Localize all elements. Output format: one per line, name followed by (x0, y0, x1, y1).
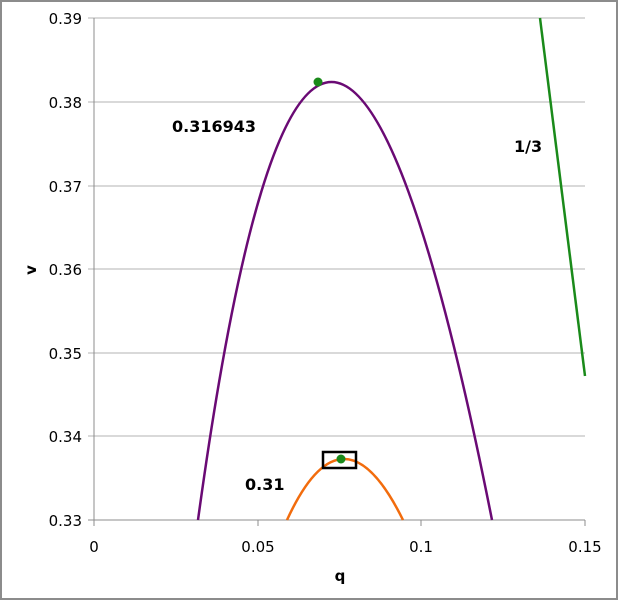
y-tick-label: 0.38 (49, 94, 82, 112)
annotation-1-3: 1/3 (514, 137, 542, 156)
max-marker-0.316943 (313, 77, 323, 87)
y-tick-label: 0.37 (49, 178, 82, 196)
x-tick-label: 0.05 (241, 538, 274, 556)
y-tick-label: 0.36 (49, 261, 82, 279)
y-tick-labels: 0.39 0.38 0.37 0.36 0.35 0.34 0.33 (49, 10, 82, 530)
y-axis-title: v (22, 265, 40, 275)
y-tick-label: 0.34 (49, 428, 82, 446)
x-tick-labels: 0 0.05 0.1 0.15 (89, 538, 601, 556)
y-tick-label: 0.33 (49, 512, 82, 530)
x-tick-label: 0.1 (409, 538, 433, 556)
x-tick-label: 0.15 (568, 538, 601, 556)
annotation-0.31: 0.31 (245, 475, 284, 494)
axes (88, 18, 586, 526)
x-axis-title: q (335, 567, 346, 585)
y-tick-label: 0.35 (49, 345, 82, 363)
series-1-3-line (538, 17, 587, 377)
gridlines (88, 17, 585, 437)
series-0.316943-curve (196, 80, 494, 521)
y-tick-label: 0.39 (49, 10, 82, 28)
x-tick-label: 0 (89, 538, 99, 556)
annotation-0.316943: 0.316943 (172, 117, 256, 136)
highlight-box (321, 450, 358, 470)
max-marker-0.31 (336, 454, 346, 464)
